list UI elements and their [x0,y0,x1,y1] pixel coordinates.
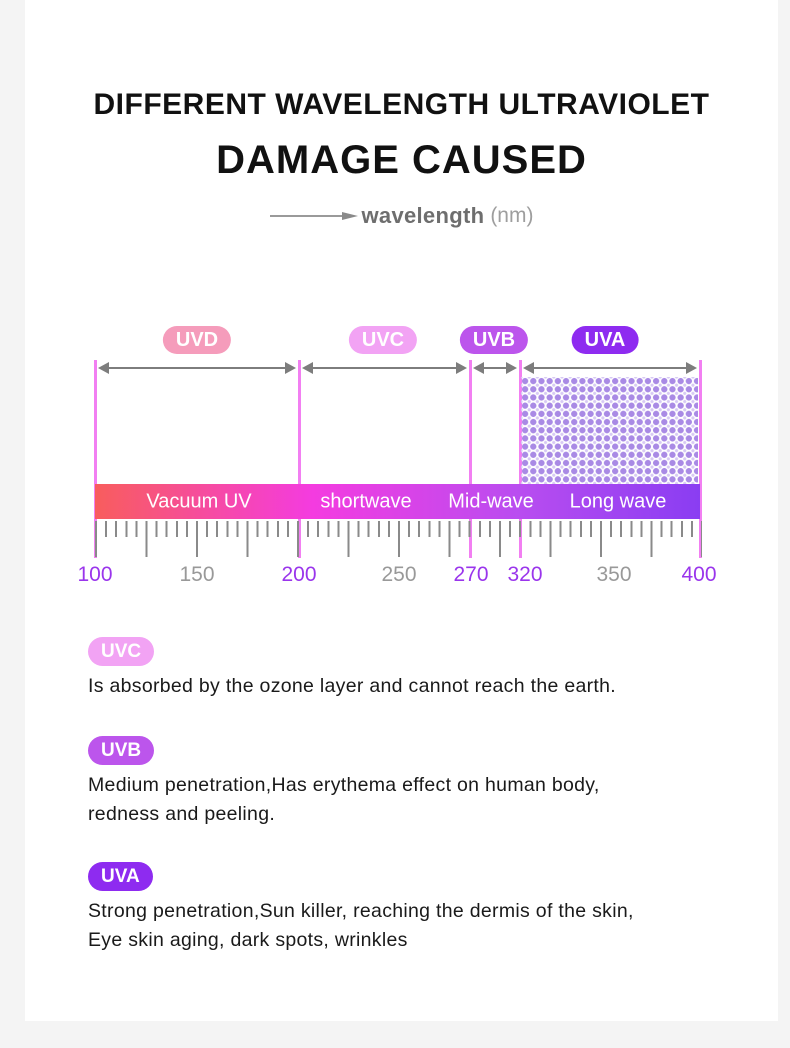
band-badge-uvd: UVD [162,326,232,354]
segment-label-vacuum-uv: Vacuum UV [146,490,252,512]
arrow-shaft [307,367,462,369]
arrowhead-right-icon [506,362,517,374]
guide-line-320nm [518,360,522,558]
spectrum-gradient-bar: Vacuum UV shortwave Mid-wave Long wave [95,484,700,519]
segment-label-long-wave: Long wave [569,490,667,512]
section-badge-uvb: UVB [88,736,155,765]
band-badge-uvc: UVC [348,326,418,354]
page-title-line1: DIFFERENT WAVELENGTH ULTRAVIOLET [93,88,710,121]
scale-tick-label-200: 200 [281,563,317,586]
guide-line-270nm [468,360,472,558]
scale-tick-label-250: 250 [381,563,417,586]
section-text-uvb-line2: redness and peeling. [88,802,276,825]
scale-tick-label-320: 320 [507,563,543,586]
page-title-line2: DAMAGE CAUSED [216,138,587,182]
wavelength-axis-legend: wavelength (nm) [25,202,778,230]
scale-tick-label-150: 150 [179,563,215,586]
arrowhead-right-icon [686,362,697,374]
scale-tick-label-100: 100 [77,563,113,586]
arrow-shaft [103,367,291,369]
wavelength-arrow-line [269,215,342,217]
section-text-uva: Strong penetration,Sun killer, reaching … [88,897,708,954]
range-arrow-uvd [98,362,296,374]
band-badge-uva: UVA [571,326,639,354]
section-text-uva-line1: Strong penetration,Sun killer, reaching … [88,900,634,922]
arrowhead-right-icon [456,362,467,374]
section-badge-uvc: UVC [88,637,155,666]
arrowhead-right-icon [285,362,296,374]
guide-line-400nm [698,360,702,558]
wavelength-axis-unit: (nm) [490,204,534,227]
section-text-uva-line2: Eye skin aging, dark spots, wrinkles [88,928,408,951]
wavelength-arrowhead-icon [341,212,358,220]
section-text-uvc: Is absorbed by the ozone layer and canno… [88,672,708,701]
arrow-shaft [478,367,512,369]
arrow-shaft [528,367,692,369]
scale-tick-label-400: 400 [681,563,717,586]
ruler-short-ticks [95,521,702,537]
section-text-uvc-line1: Is absorbed by the ozone layer and canno… [88,675,616,697]
scale-tick-label-270: 270 [453,563,489,586]
scale-tick-label-350: 350 [596,563,632,586]
band-badge-uvb: UVB [459,326,529,354]
uva-dot-pattern [521,377,698,484]
section-text-uvb-line1: Medium penetration,Has erythema effect o… [88,774,600,796]
segment-label-mid-wave: Mid-wave [448,490,534,512]
guide-line-200nm [297,360,301,558]
range-arrow-uvb [473,362,517,374]
segment-label-shortwave: shortwave [320,490,412,512]
range-arrow-uva [523,362,697,374]
section-text-uvb: Medium penetration,Has erythema effect o… [88,771,708,828]
section-badge-uva: UVA [88,862,153,891]
range-arrow-uvc [302,362,467,374]
wavelength-axis-label: wavelength [361,203,485,228]
guide-line-100nm [93,360,97,558]
